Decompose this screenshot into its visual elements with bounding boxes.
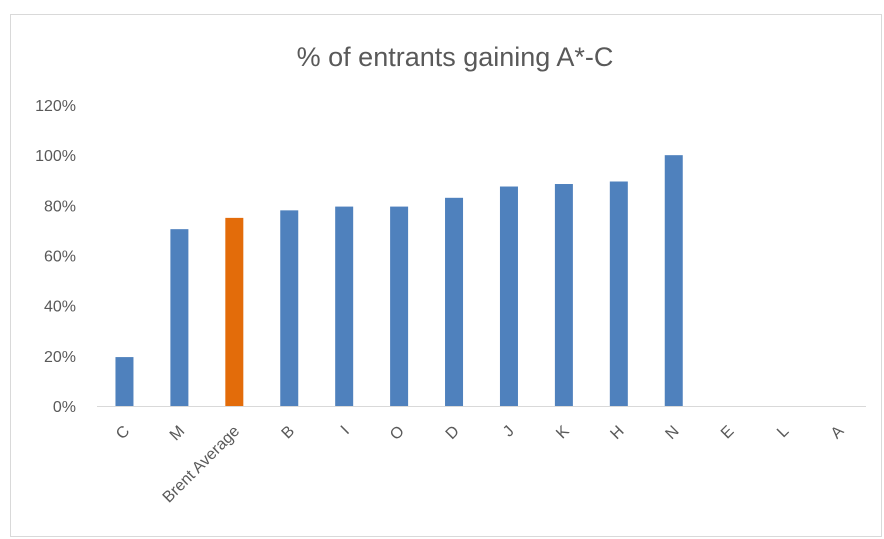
y-tick-label: 20% [44,349,76,366]
bar [280,210,299,406]
x-tick-label: K [553,423,573,443]
bar [335,206,354,406]
x-tick-label: J [500,423,518,441]
y-tick-label: 60% [44,249,76,266]
bar [554,184,573,406]
bar [664,155,683,406]
bar [499,186,518,406]
y-tick-label: 100% [35,148,76,165]
bar [390,206,409,406]
x-tick-label: C [113,423,133,443]
x-tick-label: E [718,423,738,443]
x-tick-label: B [279,423,299,443]
bars [115,155,683,406]
x-tick-label: L [774,423,792,441]
y-tick-label: 80% [44,198,76,215]
y-tick-label: 40% [44,299,76,316]
y-tick-label: 0% [53,399,76,416]
chart-title: % of entrants gaining A*-C [297,42,614,72]
x-tick-label: O [387,423,408,444]
x-tick-label: I [338,423,353,438]
x-tick-label: H [607,423,627,443]
y-tick-label: 120% [35,98,76,115]
x-tick-label: N [662,423,682,443]
bar [445,197,464,406]
x-tick-label: A [828,423,848,443]
bar [170,229,189,406]
bar [115,357,134,406]
y-axis-ticks: 0% 20% 40% 60% 80% 100% 120% [35,98,76,416]
x-tick-label: D [443,423,463,443]
x-tick-label: M [167,423,188,444]
bar [609,181,628,406]
bar [225,217,244,406]
